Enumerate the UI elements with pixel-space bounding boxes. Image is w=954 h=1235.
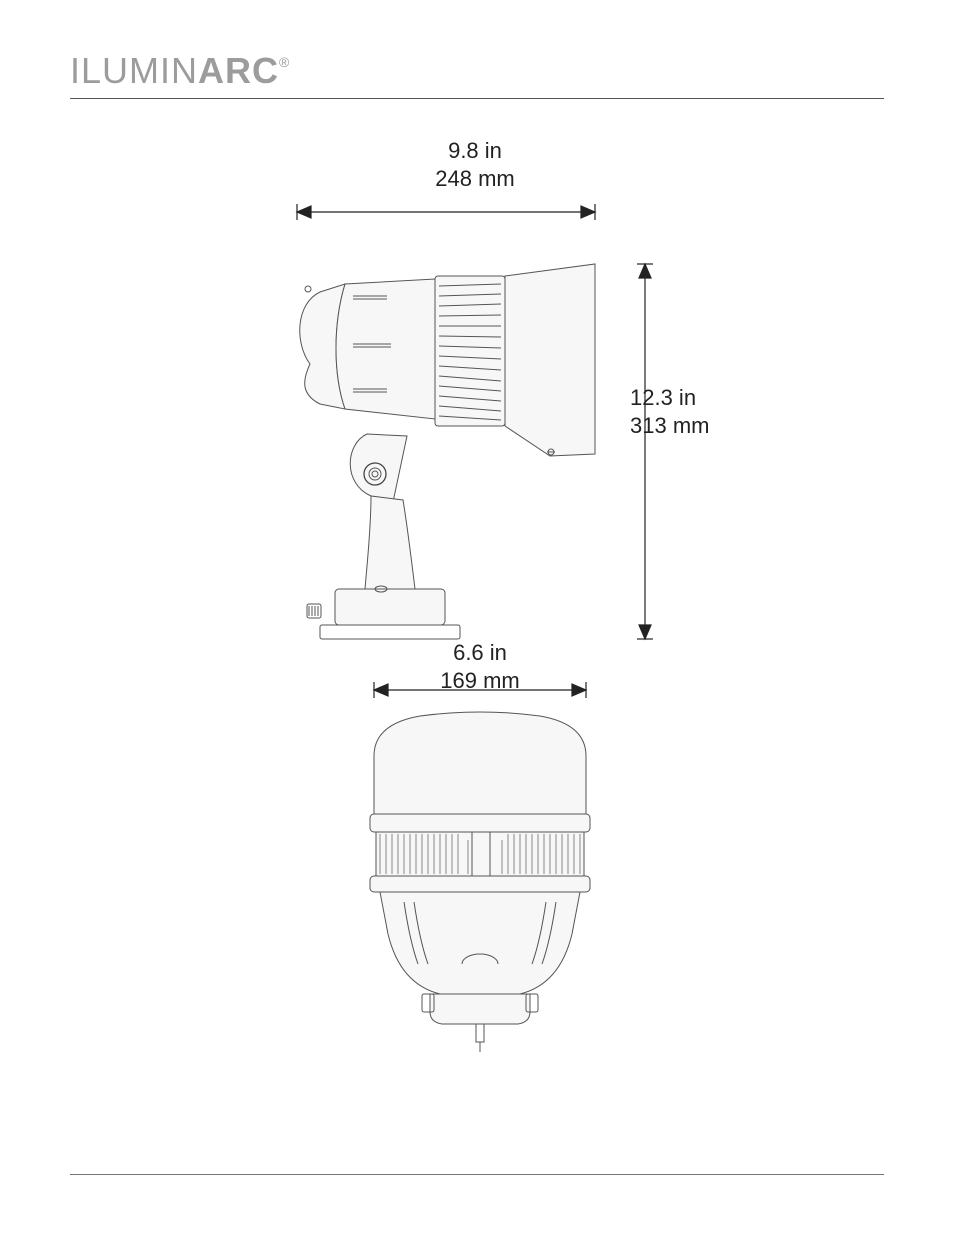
dim-top-width-mm: 169 mm (415, 667, 545, 695)
footer-rule (70, 1174, 884, 1175)
figure-area: 9.8 in 248 mm 12.3 in 313 mm (70, 99, 884, 1149)
dim-side-width-line (297, 204, 595, 220)
page: ILUMINARC® (0, 0, 954, 1235)
dim-side-height-in: 12.3 in (630, 384, 740, 412)
dim-side-width-mm: 248 mm (400, 165, 550, 193)
dim-side-width-in: 9.8 in (400, 137, 550, 165)
brand-registered-mark: ® (279, 54, 290, 70)
brand-wordmark: ILUMINARC® (70, 50, 884, 99)
side-view-drawing (275, 184, 675, 654)
brand-light: ILUMIN (70, 50, 198, 91)
dim-top-width-label: 6.6 in 169 mm (415, 639, 545, 694)
top-view-drawing (350, 664, 610, 1064)
dim-side-height-label: 12.3 in 313 mm (630, 384, 740, 439)
brand-bold: ARC (198, 50, 279, 91)
dim-side-width-label: 9.8 in 248 mm (400, 137, 550, 192)
dim-side-height-mm: 313 mm (630, 412, 740, 440)
dim-side-height-line (637, 264, 653, 639)
dim-top-width-in: 6.6 in (415, 639, 545, 667)
